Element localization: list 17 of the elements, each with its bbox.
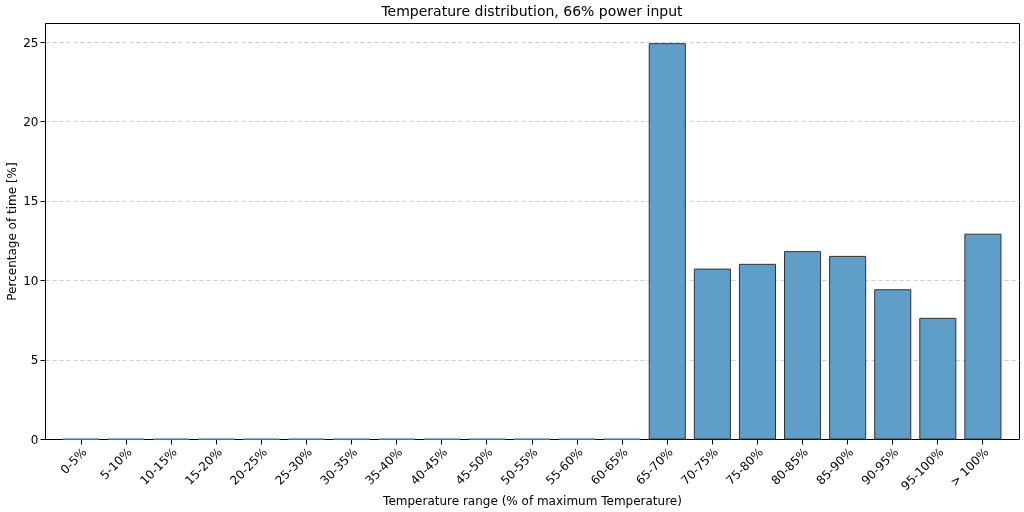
- bar: [648, 43, 686, 440]
- y-tick-label: 20: [23, 114, 39, 129]
- bar: [964, 233, 1002, 440]
- y-tick-label: 15: [23, 194, 39, 209]
- y-tick-label: 5: [30, 353, 39, 368]
- bar: [919, 317, 957, 440]
- y-tick-label: 0: [30, 432, 39, 447]
- y-tick-label: 10: [23, 273, 39, 288]
- x-axis-title: Temperature range (% of maximum Temperature): [382, 494, 682, 509]
- bar: [874, 289, 912, 440]
- y-axis-title: Percentage of time [%]: [5, 162, 20, 301]
- bar: [738, 263, 776, 440]
- y-tick-label: 25: [23, 35, 39, 50]
- bar: [784, 251, 822, 440]
- bar: [693, 268, 731, 440]
- bar: [829, 255, 867, 440]
- chart-title: Temperature distribution, 66% power input: [380, 3, 684, 19]
